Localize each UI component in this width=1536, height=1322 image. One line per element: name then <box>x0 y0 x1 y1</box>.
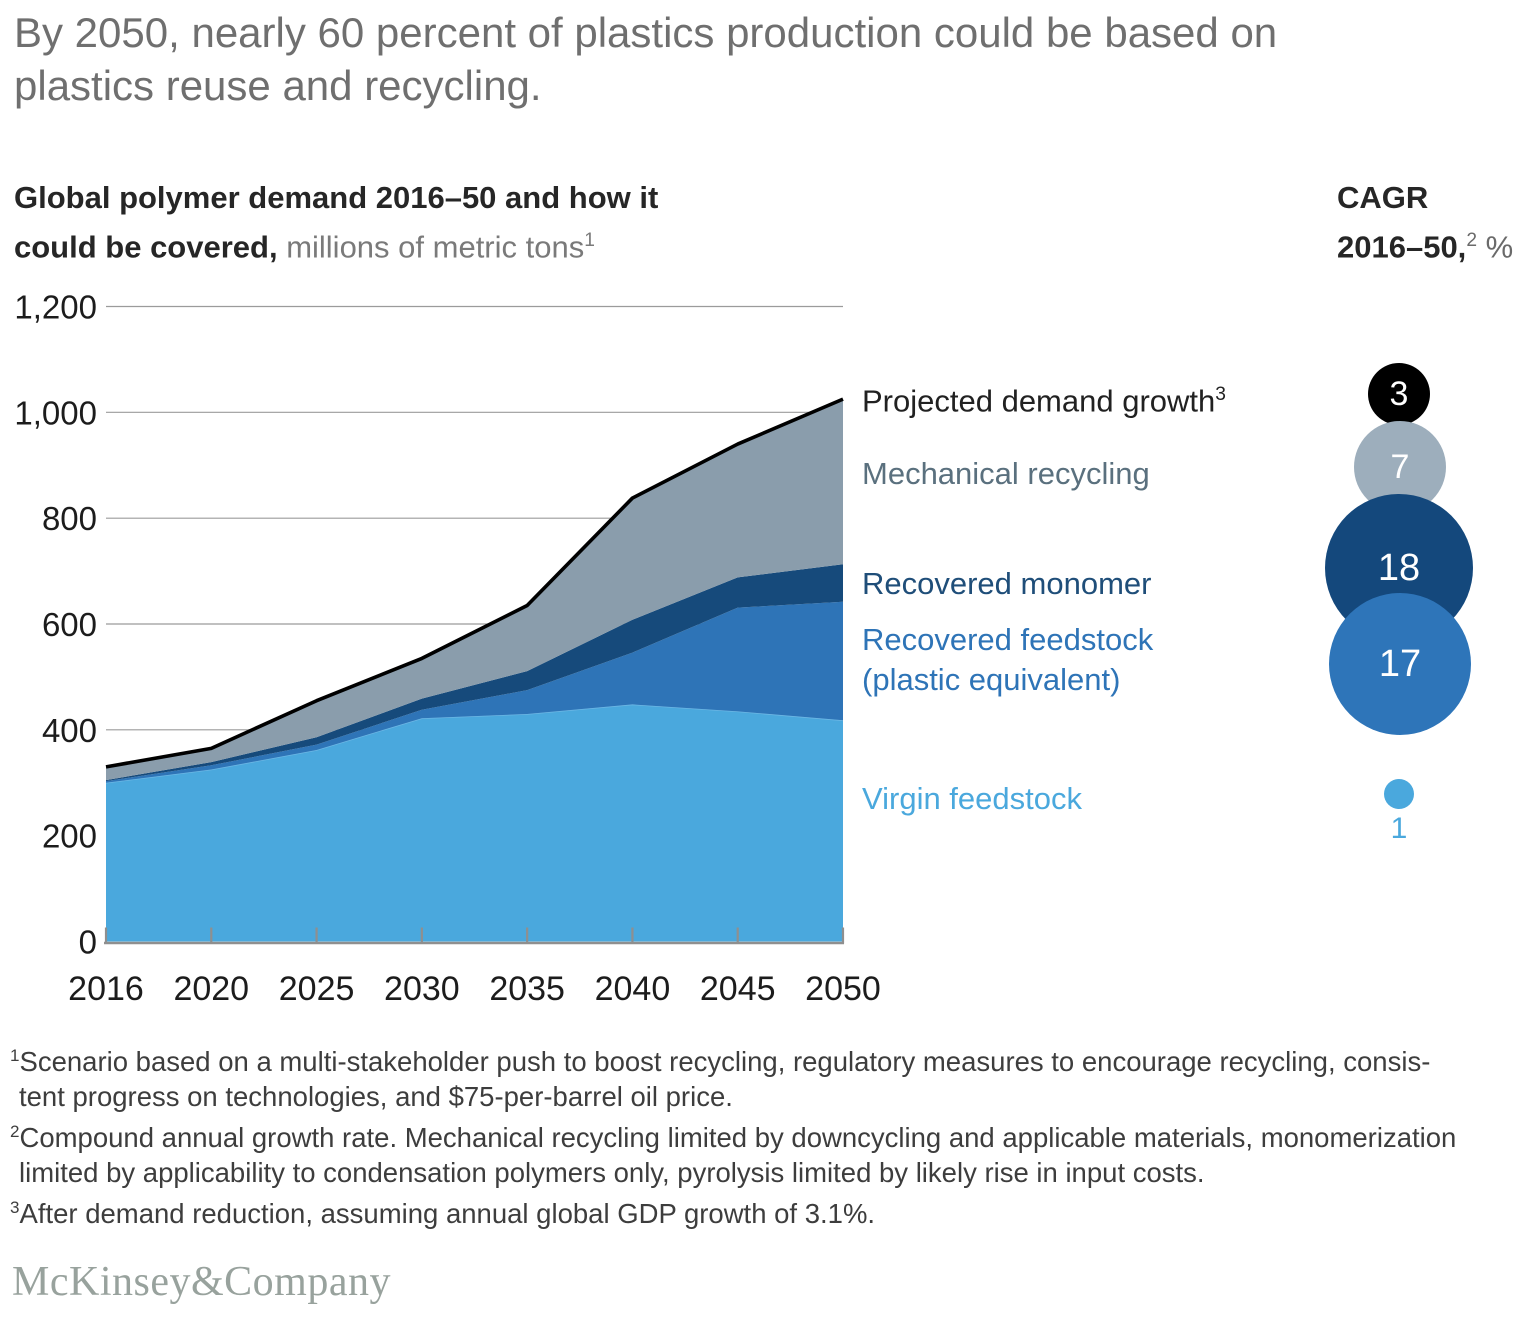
area-recovered-feedstock-plastic-equivalent <box>106 601 843 783</box>
cagr-bubble-value-1: 1 <box>1390 812 1408 845</box>
cagr-header-line1: CAGR <box>1337 180 1429 215</box>
x-axis-label-2040: 2040 <box>595 970 671 1008</box>
x-axis-label-2016: 2016 <box>68 970 144 1008</box>
cagr-column-header: CAGR 2016–50,2 % <box>1337 176 1513 268</box>
y-axis-label-0: 0 <box>79 924 97 961</box>
x-axis-label-2020: 2020 <box>173 970 249 1008</box>
x-axis-label-2050: 2050 <box>805 970 881 1008</box>
chart-subtitle-line1: Global polymer demand 2016–50 and how it <box>14 180 659 215</box>
footnote-1-cont: tent progress on technologies, and $75-p… <box>19 1081 733 1113</box>
x-axis-label-2035: 2035 <box>489 970 565 1008</box>
footnote-3: 3After demand reduction, assuming annual… <box>10 1198 876 1230</box>
cagr-bubble-17: 17 <box>1329 593 1471 735</box>
y-axis-label-1,000: 1,000 <box>14 394 97 431</box>
legend-label: Recovered feedstock <box>862 622 1154 657</box>
x-axis-label-2045: 2045 <box>700 970 776 1008</box>
cagr-bubble-3: 3 <box>1368 363 1430 425</box>
y-axis-label-400: 400 <box>42 712 97 749</box>
legend-item-projected-demand-growth: Projected demand growth3 <box>862 375 1226 421</box>
legend-label: (plastic equivalent) <box>862 662 1121 697</box>
area-recovered-monomer <box>106 564 843 782</box>
cagr-bubble-1 <box>1384 779 1414 809</box>
legend-item-virgin-feedstock: Virgin feedstock <box>862 779 1082 819</box>
page-title-line-1: By 2050, nearly 60 percent of plastics p… <box>14 9 1278 56</box>
y-axis-label-800: 800 <box>42 500 97 537</box>
y-axis-label-1,200: 1,200 <box>14 289 97 326</box>
legend-label: Recovered monomer <box>862 566 1152 601</box>
projected-demand-growth-line <box>105 397 844 769</box>
x-axis-label-2025: 2025 <box>279 970 355 1008</box>
page-title: By 2050, nearly 60 percent of plastics p… <box>14 6 1277 112</box>
chart-subtitle: Global polymer demand 2016–50 and how it… <box>14 176 658 268</box>
footnote-1: 1Scenario based on a multi-stakeholder p… <box>10 1046 1431 1078</box>
legend-item-mechanical-recycling: Mechanical recycling <box>862 454 1150 494</box>
footnote-2: 2Compound annual growth rate. Mechanical… <box>10 1122 1457 1154</box>
area-mechanical-recycling <box>106 399 843 781</box>
legend-label: Virgin feedstock <box>862 781 1082 816</box>
legend-item-recovered-feedstock: Recovered feedstock (plastic equivalent) <box>862 620 1153 700</box>
cagr-header-line2: 2016–50,2 % <box>1337 229 1514 265</box>
page-title-line-2: plastics reuse and recycling. <box>14 62 542 109</box>
y-axis-label-600: 600 <box>42 606 97 643</box>
footnote-2-cont: limited by applicability to condensation… <box>19 1157 1205 1189</box>
legend-label: Projected demand growth3 <box>862 383 1226 419</box>
chart-subtitle-line2: could be covered, millions of metric ton… <box>14 229 595 265</box>
legend-label: Mechanical recycling <box>862 456 1150 491</box>
y-axis-label-200: 200 <box>42 818 97 855</box>
legend-item-recovered-monomer: Recovered monomer <box>862 564 1151 604</box>
area-virgin-feedstock <box>106 704 843 942</box>
mckinsey-logo: McKinsey&Company <box>12 1259 391 1305</box>
x-axis-label-2030: 2030 <box>384 970 460 1008</box>
footnotes: 1Scenario based on a multi-stakeholder p… <box>10 1038 1456 1231</box>
